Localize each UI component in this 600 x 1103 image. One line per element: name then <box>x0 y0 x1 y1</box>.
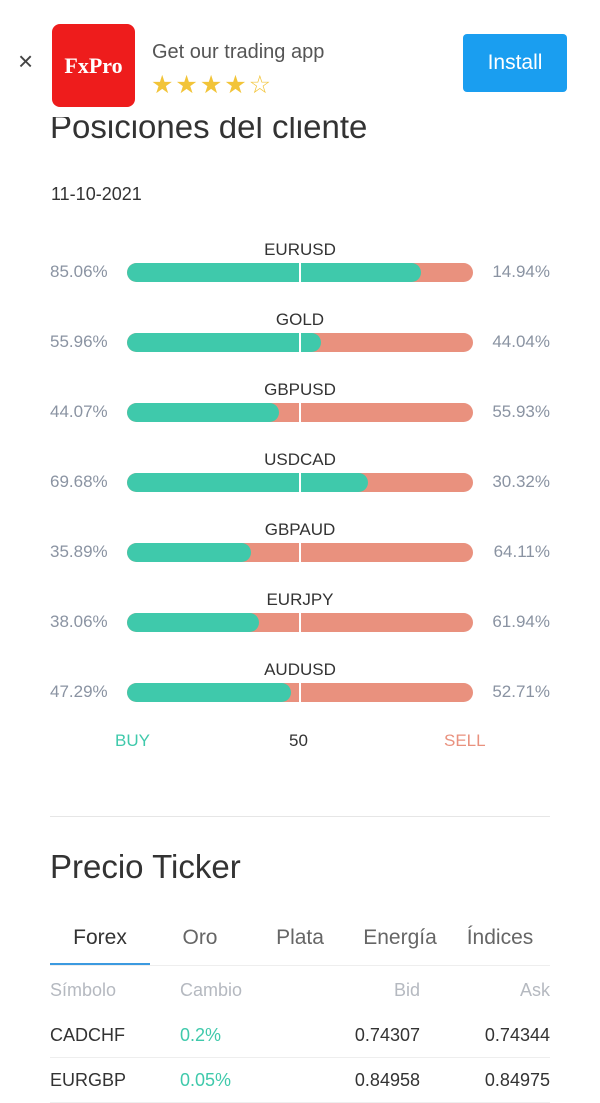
buy-fill <box>127 473 369 492</box>
ask: 0.74344 <box>484 1025 550 1045</box>
app-install-banner: × FxPro Get our trading app ★★★★☆ Instal… <box>0 0 600 117</box>
ticker-title: Precio Ticker <box>50 848 241 885</box>
pair-label: USDCAD <box>264 450 336 469</box>
table-row[interactable]: CADCHF 0.2% 0.74307 0.74344 <box>50 1014 550 1058</box>
divider <box>50 816 550 817</box>
banner-text: Get our trading app <box>152 41 325 63</box>
legend-buy: BUY <box>115 731 150 750</box>
symbol: CADCHF <box>50 1025 125 1045</box>
tab-forex[interactable]: Forex <box>50 926 150 965</box>
ask: 0.84975 <box>484 1070 550 1090</box>
sell-percent: 61.94% <box>492 612 550 631</box>
sentiment-bar <box>127 263 473 282</box>
buy-percent: 38.06% <box>50 612 108 631</box>
sentiment-bar <box>127 333 473 352</box>
table-header: Símbolo Cambio Bid Ask <box>50 980 550 1001</box>
sentiment-bar <box>127 683 473 702</box>
header-symbol: Símbolo <box>50 980 117 1000</box>
sentiment-bar <box>127 403 473 422</box>
header-ask: Ask <box>519 980 550 1000</box>
ticker-tabs: Forex Oro Plata Energía Índices <box>50 926 550 966</box>
fxpro-logo: FxPro <box>52 24 135 107</box>
sell-percent: 55.93% <box>492 402 550 421</box>
midline <box>299 543 301 562</box>
sell-percent: 52.71% <box>492 682 550 701</box>
buy-fill <box>127 543 252 562</box>
bid: 0.84958 <box>354 1070 420 1090</box>
table-row[interactable]: EURGBP 0.05% 0.84958 0.84975 <box>50 1059 550 1103</box>
position-row: GBPUSD 44.07% 55.93% <box>0 380 600 440</box>
midline <box>299 613 301 632</box>
tab-indices[interactable]: Índices <box>466 926 534 949</box>
tab-energia[interactable]: Energía <box>363 926 437 949</box>
sentiment-bar <box>127 543 473 562</box>
position-row: EURUSD 85.06% 14.94% <box>0 240 600 300</box>
buy-fill <box>127 613 259 632</box>
position-row: EURJPY 38.06% 61.94% <box>0 590 600 650</box>
symbol: EURGBP <box>50 1070 127 1090</box>
header-bid: Bid <box>393 980 420 1000</box>
midline <box>299 333 301 352</box>
header-change: Cambio <box>180 980 243 1000</box>
change: 0.2% <box>180 1025 222 1045</box>
position-row: AUDUSD 47.29% 52.71% <box>0 660 600 720</box>
sell-percent: 64.11% <box>493 542 550 561</box>
position-row: USDCAD 69.68% 30.32% <box>0 450 600 510</box>
midline <box>299 473 301 492</box>
position-row: GOLD 55.96% 44.04% <box>0 310 600 370</box>
pair-label: EURJPY <box>266 590 334 609</box>
pair-label: AUDUSD <box>264 660 336 679</box>
legend-sell: SELL <box>444 731 486 750</box>
sell-percent: 14.94% <box>492 262 550 281</box>
positions-date: 11-10-2021 <box>51 184 142 204</box>
install-button[interactable]: Install <box>463 34 567 92</box>
buy-percent: 85.06% <box>50 262 108 281</box>
buy-percent: 55.96% <box>50 332 108 351</box>
pair-label: GBPUSD <box>264 380 336 399</box>
buy-fill <box>127 683 291 702</box>
pair-label: GBPAUD <box>264 520 336 539</box>
buy-fill <box>127 333 321 352</box>
pair-label: GOLD <box>275 310 325 329</box>
sentiment-bar <box>127 613 473 632</box>
bid: 0.74307 <box>354 1025 420 1045</box>
legend-mid: 50 <box>289 731 308 750</box>
buy-fill <box>127 263 422 282</box>
pair-label: EURUSD <box>264 240 336 259</box>
buy-percent: 35.89% <box>50 542 108 561</box>
change: 0.05% <box>180 1070 232 1090</box>
rating-stars-icon: ★★★★☆ <box>151 71 274 99</box>
buy-percent: 44.07% <box>50 402 108 421</box>
buy-percent: 47.29% <box>50 682 108 701</box>
buy-fill <box>127 403 280 422</box>
midline <box>299 683 301 702</box>
sell-percent: 44.04% <box>492 332 550 351</box>
sentiment-bar <box>127 473 473 492</box>
position-row: GBPAUD 35.89% 64.11% <box>0 520 600 580</box>
midline <box>299 403 301 422</box>
sell-percent: 30.32% <box>492 472 550 491</box>
buy-percent: 69.68% <box>50 472 108 491</box>
tab-oro[interactable]: Oro <box>182 926 218 949</box>
tab-plata[interactable]: Plata <box>276 926 324 949</box>
close-icon[interactable]: × <box>18 46 34 76</box>
midline <box>299 263 301 282</box>
